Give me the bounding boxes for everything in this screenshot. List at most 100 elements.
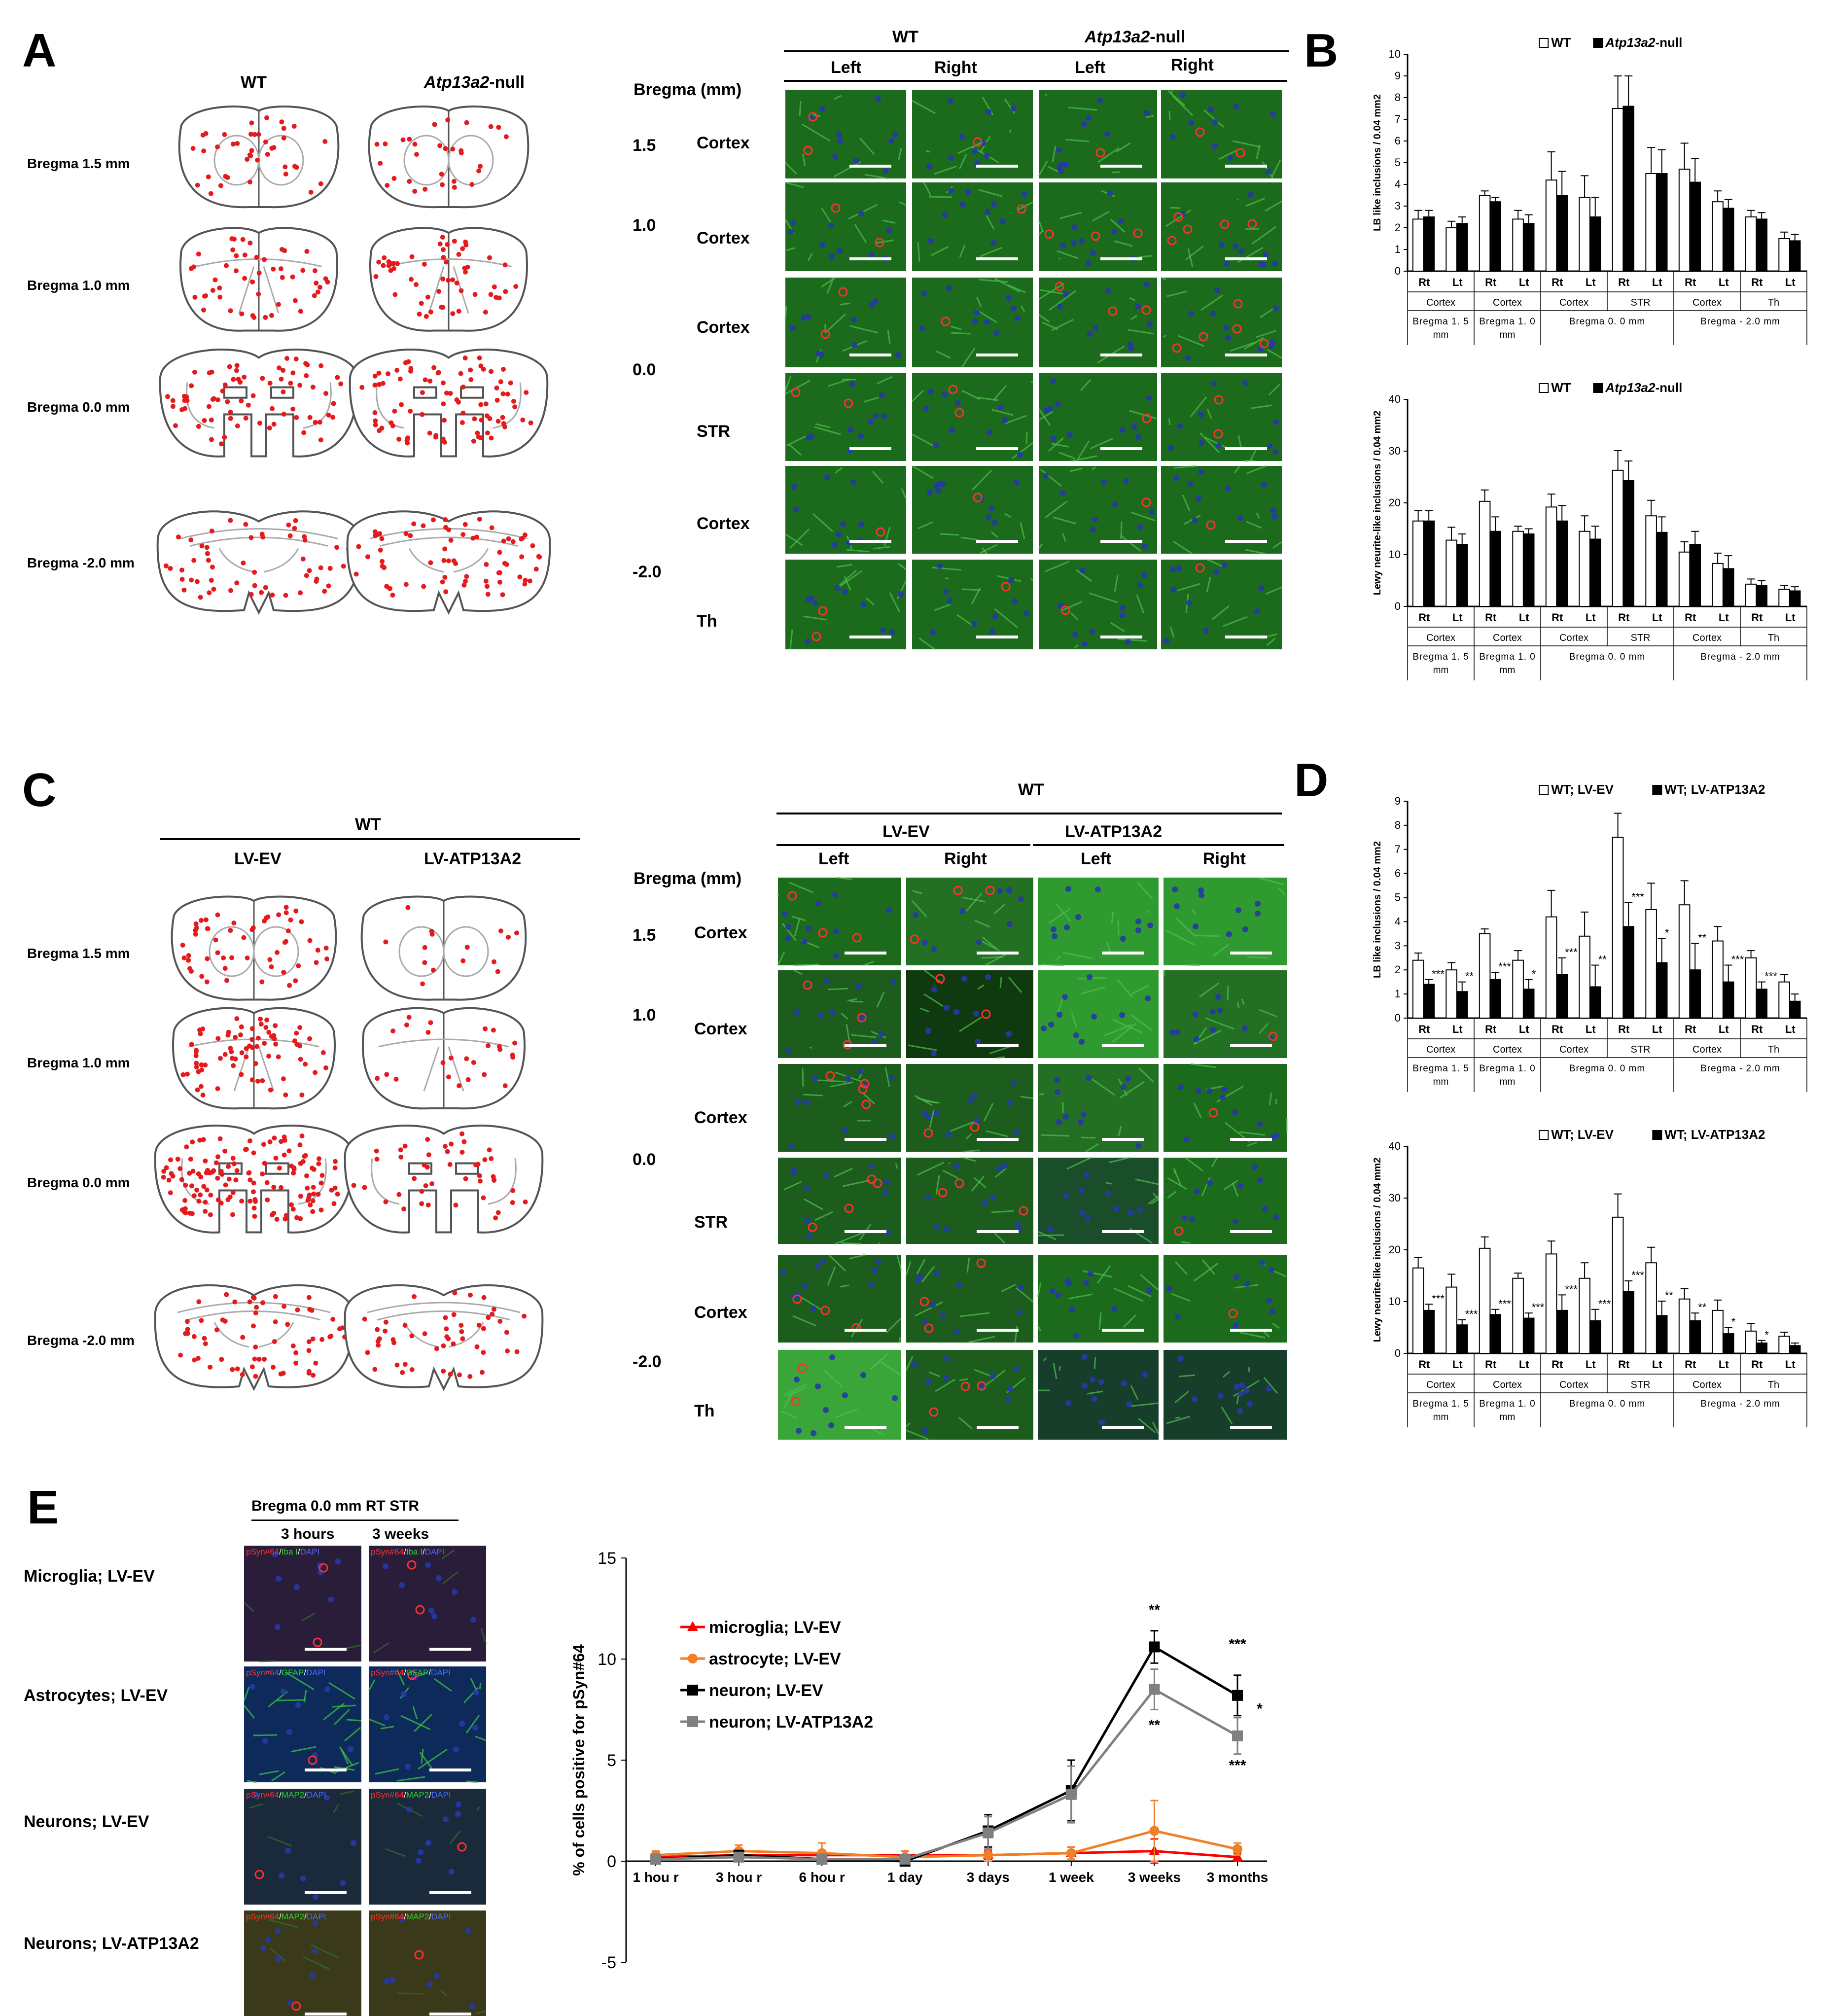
inclusion-dot [271,1365,276,1370]
panel-c-grid-wt: WT [1018,780,1044,799]
pSyn-inclusion [857,1013,867,1023]
nucleus [804,1217,810,1223]
panel-c-region: Cortex [694,1020,747,1038]
nucleus [425,1562,431,1568]
inclusion-dot [198,595,203,600]
nucleus [806,597,811,602]
inclusion-dot [246,1170,251,1176]
inclusion-dot [474,1344,480,1349]
nucleus [406,1806,412,1812]
inclusion-dot [307,938,313,943]
fiber [1038,161,1048,177]
fiber [825,313,846,333]
inclusion-dot [180,943,185,948]
inclusion-dot [242,374,247,380]
inclusion-dot [522,532,528,537]
fiber [243,1705,255,1719]
inclusion-dot [464,120,469,125]
nucleus [1234,1274,1239,1280]
nucleus [819,106,825,112]
fiber [1004,513,1012,518]
inclusion-dot [182,398,187,403]
x-tick-label: Lt [1586,611,1596,624]
fiber [247,1780,257,1783]
inclusion-dot [481,1350,486,1355]
inclusion-dot [504,1330,509,1335]
inclusion-dot [425,1137,430,1142]
pSyn-inclusion [831,203,841,213]
nucleus [1138,1206,1144,1212]
fiber [919,1007,930,1013]
inclusion-dot [187,966,193,971]
nucleus [1105,1191,1111,1197]
fiber [971,1175,985,1192]
nucleus [956,1282,962,1288]
legend: WT; LV-EV WT; LV-ATP13A2 [1539,782,1765,797]
bregma-label: Bregma - 2.0 mm [1700,1399,1780,1409]
inclusion-dot [318,181,323,186]
fiber [1251,404,1272,409]
inclusion-dot [483,310,488,315]
pSyn-inclusion [929,1407,939,1417]
inclusion-dot [205,926,210,931]
inclusion-dot [231,377,236,382]
nucleus [815,351,821,356]
pSyn-inclusion [875,238,884,248]
inclusion-dot [459,1150,465,1155]
fiber [1265,200,1282,212]
data-point [816,1853,828,1865]
inclusion-dot [281,1371,286,1376]
fiber [1128,1285,1152,1298]
inclusion-dot [494,397,500,403]
nucleus [987,429,992,435]
inclusion-dot [432,122,437,127]
micrograph-tile [1161,182,1282,271]
inclusion-dot [442,575,448,580]
nucleus [990,240,996,246]
inclusion-dot [288,381,293,386]
fiber [1170,89,1173,95]
fiber [1043,1357,1047,1361]
fiber [1249,449,1257,461]
inclusion-dot [315,289,320,295]
bar [1745,216,1757,272]
panel-a-grid-wt: WT [892,28,918,46]
nucleus [869,1282,875,1288]
inclusion-dot [460,385,466,389]
nucleus [1237,1408,1243,1414]
inclusion-dot [215,1154,220,1160]
nucleus [803,1099,809,1105]
inclusion-dot [478,1178,483,1184]
inclusion-dot [317,1156,322,1162]
scale-bar [1100,354,1142,356]
inclusion-dot [487,255,492,260]
fiber [978,189,1003,197]
nucleus [1184,1136,1190,1142]
nucleus [937,563,943,569]
fiber [385,1848,406,1857]
fiber [1040,468,1062,487]
inclusion-dot [170,398,176,403]
inclusion-dot [310,1166,315,1171]
panel-letter-d: D [1294,754,1329,807]
nucleus [1186,600,1192,606]
nucleus [998,404,1004,410]
inclusion-dot [231,1063,236,1068]
nucleus [954,1329,960,1335]
inclusion-dot [441,380,446,386]
nucleus [946,1132,952,1137]
ventricle [413,386,484,399]
inclusion-dot [194,579,200,584]
inclusion-dot [481,366,486,372]
inclusion-dot [240,1335,246,1340]
fiber [961,348,976,368]
inclusion-dot [194,1061,199,1066]
fiber [1167,1191,1176,1199]
fiber [1090,437,1114,450]
region-label: STR [1631,297,1651,308]
micrograph-tile [243,1546,362,1662]
nucleus [1223,325,1229,331]
x-tick-label: Rt [1685,1358,1696,1371]
nucleus [1135,919,1141,924]
fiber [1194,1262,1219,1282]
